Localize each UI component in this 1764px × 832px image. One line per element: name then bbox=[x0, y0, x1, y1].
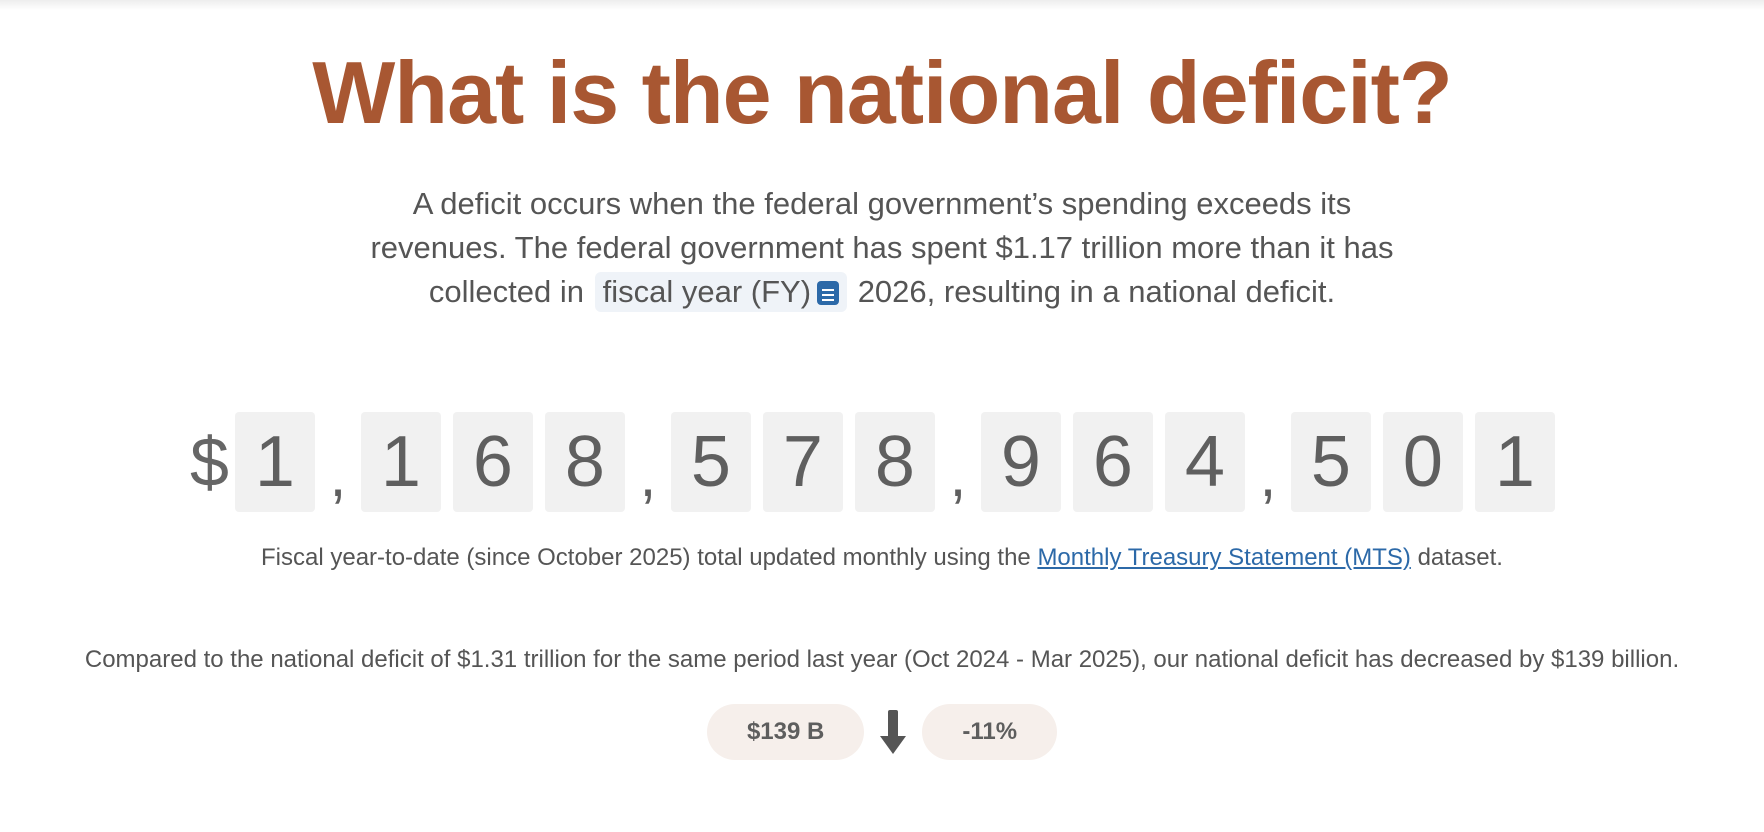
change-amount-badge: $139 B bbox=[706, 704, 865, 760]
counter-separator: , bbox=[639, 441, 657, 509]
top-shadow bbox=[0, 0, 1764, 10]
counter-digit: 1 bbox=[1474, 412, 1555, 512]
counter-caption: Fiscal year-to-date (since October 2025)… bbox=[0, 540, 1764, 576]
counter-digit: 5 bbox=[1290, 412, 1371, 512]
counter-separator: , bbox=[329, 441, 347, 509]
change-indicators: $139 B -11% bbox=[0, 704, 1764, 760]
counter-digit: 7 bbox=[762, 412, 843, 512]
arrow-head bbox=[880, 736, 907, 754]
counter-digit: 1 bbox=[360, 412, 441, 512]
arrow-shaft bbox=[888, 710, 899, 740]
page-title: What is the national deficit? bbox=[312, 43, 1453, 142]
book-icon[interactable] bbox=[817, 281, 840, 305]
mts-dataset-link[interactable]: Monthly Treasury Statement (MTS) bbox=[1037, 544, 1411, 571]
counter-digit: 4 bbox=[1164, 412, 1245, 512]
counter-digit: 8 bbox=[854, 412, 935, 512]
intro-text-before: A deficit occurs when the federal govern… bbox=[370, 186, 1394, 309]
counter-separator: , bbox=[1259, 441, 1277, 509]
counter-digit: 1 bbox=[234, 412, 315, 512]
intro-paragraph: A deficit occurs when the federal govern… bbox=[352, 182, 1412, 314]
counter-digit: 0 bbox=[1382, 412, 1463, 512]
arrow-down-icon bbox=[880, 708, 907, 756]
counter-digit: 5 bbox=[670, 412, 751, 512]
caption-text-before: Fiscal year-to-date (since October 2025)… bbox=[261, 544, 1031, 571]
counter-separator: , bbox=[949, 441, 967, 509]
change-percent-badge: -11% bbox=[922, 704, 1058, 760]
counter-digit: 9 bbox=[980, 412, 1061, 512]
caption-text-after: dataset. bbox=[1417, 544, 1503, 571]
glossary-term-fiscal-year[interactable]: fiscal year (FY) bbox=[594, 272, 848, 312]
counter-digit: 6 bbox=[452, 412, 533, 512]
counter-digit: 8 bbox=[544, 412, 625, 512]
comparison-text: Compared to the national deficit of $1.3… bbox=[84, 646, 1680, 673]
counter-digit: 6 bbox=[1072, 412, 1153, 512]
intro-text-after: 2026, resulting in a national deficit. bbox=[857, 274, 1336, 309]
currency-symbol: $ bbox=[190, 423, 229, 501]
glossary-term-label: fiscal year (FY) bbox=[602, 274, 812, 309]
